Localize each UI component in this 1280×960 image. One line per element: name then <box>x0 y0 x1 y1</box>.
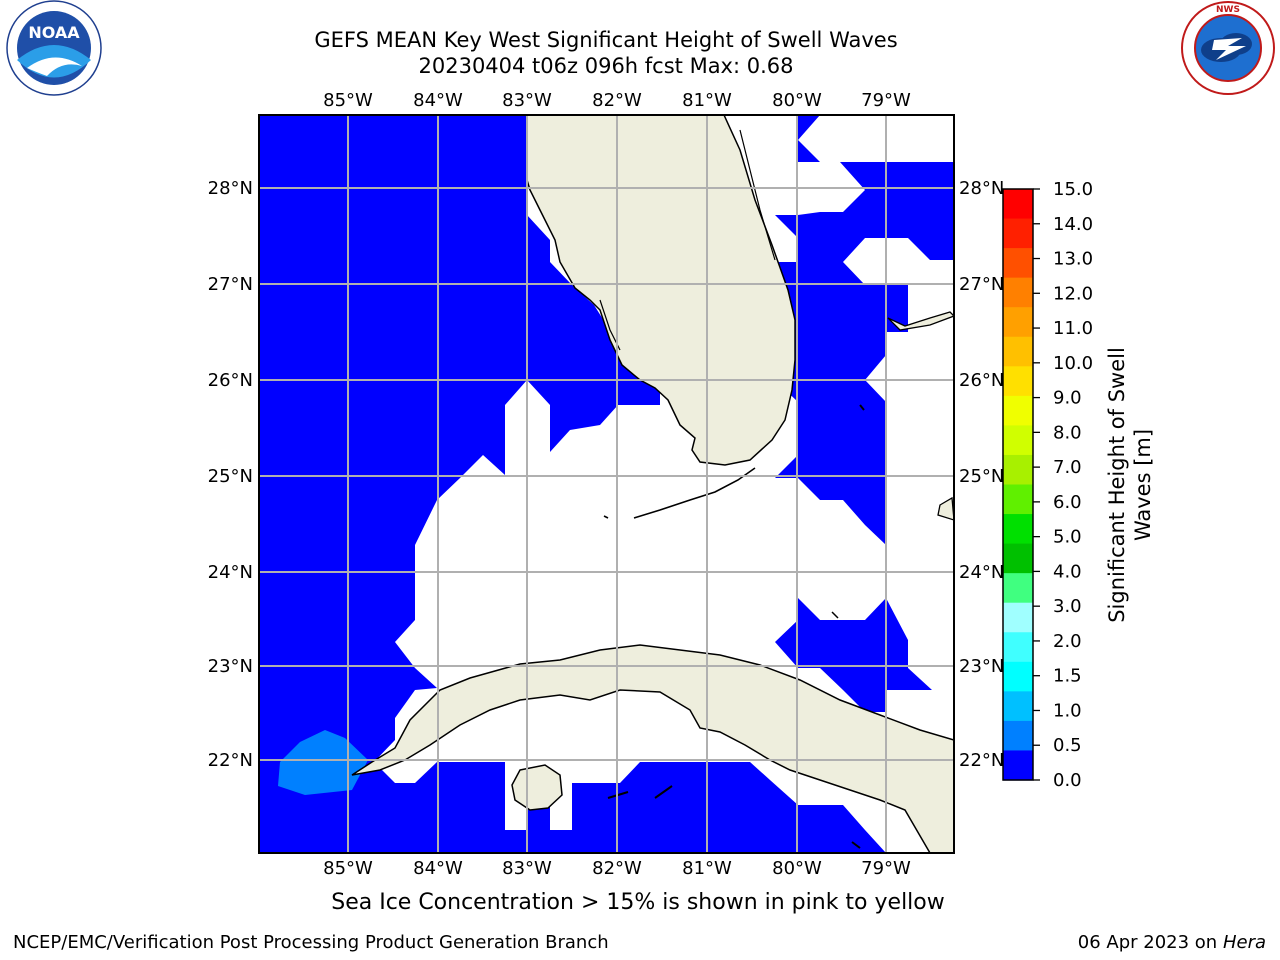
colorbar-tick-label: 15.0 <box>1053 179 1093 200</box>
lon-label: 79°W <box>861 90 911 111</box>
colorbar-tick-label: 7.0 <box>1053 457 1082 478</box>
land-cuba <box>351 644 954 853</box>
lat-label: 22°N <box>959 750 1004 771</box>
lat-label: 22°N <box>208 750 253 771</box>
colorbar-tick-label: 9.0 <box>1053 388 1082 409</box>
lat-label: 24°N <box>959 562 1004 583</box>
colorbar-tick-label: 0.5 <box>1053 735 1082 756</box>
colorbar-label-line-1: Significant Height of Swell <box>1105 347 1129 623</box>
colorbar-swatch <box>1003 543 1033 574</box>
colorbar-tick-label: 0.0 <box>1053 770 1082 791</box>
lat-label: 28°N <box>959 178 1004 199</box>
lon-label: 82°W <box>592 858 642 879</box>
colorbar-swatch <box>1003 720 1033 752</box>
svg-text:NWS: NWS <box>1216 5 1240 15</box>
colorbar-ticks: 15.0 14.0 13.0 12.0 11.0 10.0 9.0 8.0 7.0 6.0 5.0 4… <box>1033 179 1093 791</box>
colorbar-swatch <box>1003 514 1033 545</box>
colorbar-swatch <box>1003 218 1033 249</box>
footer-host: Hera <box>1222 932 1266 953</box>
lon-label: 80°W <box>772 858 822 879</box>
colorbar-tick-label: 1.5 <box>1053 666 1082 687</box>
lon-labels-top: 85°W 84°W 83°W 82°W 81°W 80°W 79°W <box>323 90 911 111</box>
colorbar-tick-label: 3.0 <box>1053 596 1082 617</box>
nws-logo: NWS <box>1181 1 1275 95</box>
lon-label: 82°W <box>592 90 642 111</box>
colorbar-tick-label: 11.0 <box>1053 318 1093 339</box>
lat-labels-right: 28°N 27°N 26°N 25°N 24°N 23°N 22°N <box>959 178 1004 771</box>
title-line-2: 20230404 t06z 096h fcst Max: 0.68 <box>418 54 794 78</box>
land-isle-of-youth <box>511 764 563 811</box>
colorbar-tick-label: 1.0 <box>1053 700 1082 721</box>
colorbar-swatch <box>1003 189 1033 220</box>
colorbar-tick-label: 6.0 <box>1053 492 1082 513</box>
lon-labels-bottom: 85°W 84°W 83°W 82°W 81°W 80°W 79°W <box>323 858 911 879</box>
noaa-logo: NOAA <box>6 0 102 96</box>
footer-branch: NCEP/EMC/Verification Post Processing Pr… <box>13 932 609 953</box>
colorbar-frame <box>1002 188 1034 781</box>
colorbar-swatch <box>1003 248 1033 279</box>
noaa-logo-text: NOAA <box>28 23 80 42</box>
lat-label: 27°N <box>208 274 253 295</box>
lat-label: 24°N <box>208 562 253 583</box>
colorbar-swatch <box>1003 395 1033 426</box>
lon-label: 83°W <box>502 858 552 879</box>
title-line-1: GEFS MEAN Key West Significant Height of… <box>314 28 898 52</box>
colorbar-swatch <box>1003 454 1033 486</box>
lat-label: 26°N <box>959 370 1004 391</box>
colorbar-tick-label: 14.0 <box>1053 214 1093 235</box>
lon-label: 79°W <box>861 858 911 879</box>
lon-label: 80°W <box>772 90 822 111</box>
lon-label: 85°W <box>323 858 373 879</box>
lon-label: 83°W <box>502 90 552 111</box>
colorbar-tick-label: 12.0 <box>1053 283 1093 304</box>
lat-label: 23°N <box>208 656 253 677</box>
colorbar-swatch <box>1003 307 1033 338</box>
colorbar-swatch <box>1003 602 1033 633</box>
colorbar-tick-label: 8.0 <box>1053 422 1082 443</box>
sea-ice-caption: Sea Ice Concentration > 15% is shown in … <box>331 890 945 915</box>
colorbar-tick-label: 5.0 <box>1053 527 1082 548</box>
map-gridlines <box>259 115 954 853</box>
lat-label: 28°N <box>208 178 253 199</box>
footer-date-text: 06 Apr 2023 on <box>1077 932 1218 953</box>
colorbar-swatch <box>1003 425 1033 456</box>
swell-field-0.5-1.0 <box>278 730 368 795</box>
land-florida <box>526 115 796 466</box>
colorbar-swatch <box>1003 573 1033 604</box>
lat-label: 27°N <box>959 274 1004 295</box>
lat-labels-left: 28°N 27°N 26°N 25°N 24°N 23°N 22°N <box>208 178 253 771</box>
colorbar-tick-label: 2.0 <box>1053 631 1082 652</box>
lon-label: 84°W <box>413 90 463 111</box>
colorbar <box>1003 189 1033 781</box>
colorbar-tick-label: 10.0 <box>1053 353 1093 374</box>
lat-label: 25°N <box>959 466 1004 487</box>
lon-label: 81°W <box>682 90 732 111</box>
colorbar-swatch <box>1003 336 1033 367</box>
map-plot-area <box>259 115 954 853</box>
colorbar-swatch <box>1003 661 1033 692</box>
colorbar-swatch <box>1003 632 1033 663</box>
colorbar-tick-label: 13.0 <box>1053 249 1093 270</box>
land-florida-keys <box>633 467 756 519</box>
colorbar-swatch <box>1003 691 1033 722</box>
lon-label: 84°W <box>413 858 463 879</box>
colorbar-tick-label: 4.0 <box>1053 561 1082 582</box>
colorbar-swatch <box>1003 366 1033 397</box>
lat-label: 23°N <box>959 656 1004 677</box>
map-frame <box>258 114 955 854</box>
colorbar-swatch <box>1003 484 1033 515</box>
lat-label: 25°N <box>208 466 253 487</box>
colorbar-swatch <box>1003 277 1033 308</box>
lon-label: 81°W <box>682 858 732 879</box>
lat-label: 26°N <box>208 370 253 391</box>
colorbar-label-line-2: Waves [m] <box>1131 429 1155 541</box>
swell-field-0-0.5 <box>259 115 954 853</box>
colorbar-swatch <box>1003 750 1033 781</box>
land-bahamas <box>887 311 954 331</box>
lon-label: 85°W <box>323 90 373 111</box>
footer-date: 06 Apr 2023 on Hera <box>1078 932 1266 953</box>
